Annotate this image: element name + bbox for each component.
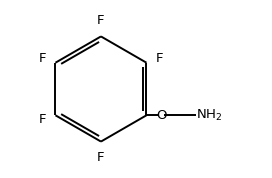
Text: F: F xyxy=(97,151,105,164)
Text: F: F xyxy=(156,52,164,65)
Text: F: F xyxy=(38,113,46,126)
Text: O: O xyxy=(156,109,167,122)
Text: F: F xyxy=(38,52,46,65)
Text: F: F xyxy=(97,14,105,27)
Text: NH$_2$: NH$_2$ xyxy=(196,108,222,123)
